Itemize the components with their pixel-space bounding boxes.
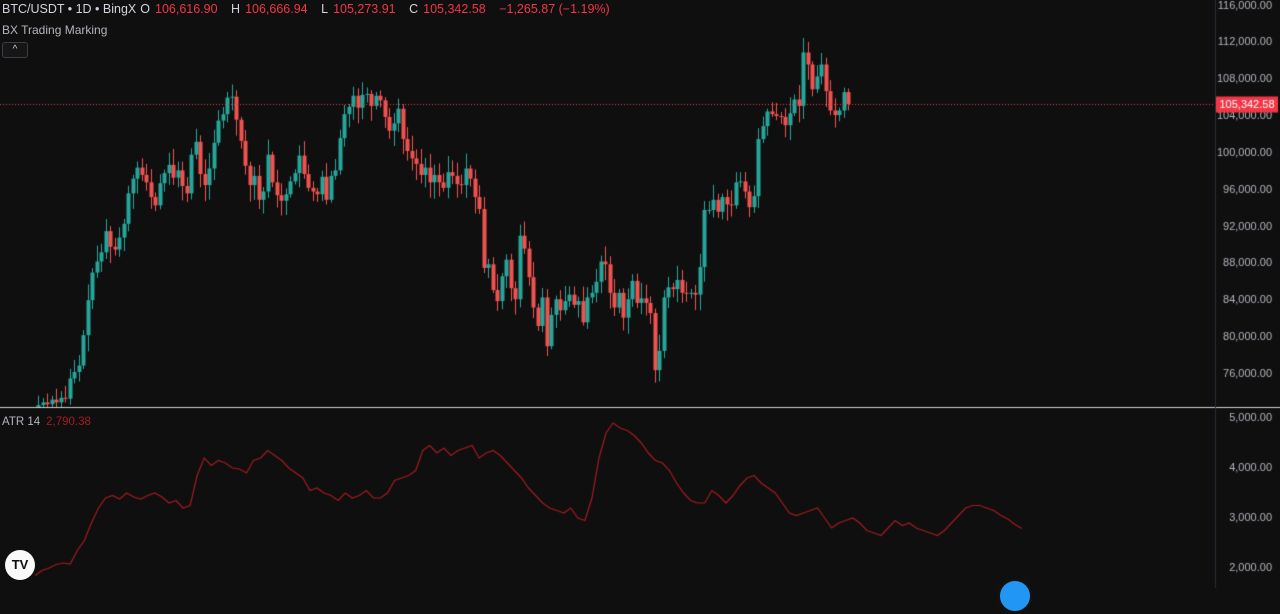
price-chart-canvas[interactable]: [0, 0, 1280, 588]
symbol-title[interactable]: BTC/USDT • 1D • BingX: [2, 2, 137, 16]
collapse-button[interactable]: ^: [2, 42, 28, 58]
indicator-name[interactable]: BX Trading Marking: [2, 23, 108, 37]
high-value: 106,666.94: [245, 2, 308, 16]
tradingview-logo[interactable]: TV: [5, 550, 35, 580]
chevron-up-icon: ^: [12, 44, 18, 55]
open-value: 106,616.90: [155, 2, 218, 16]
symbol-header: BTC/USDT • 1D • BingX O 106,616.90 H 106,6…: [2, 2, 615, 16]
open-label: O: [140, 2, 150, 16]
notification-bubble[interactable]: [997, 578, 1033, 614]
low-label: L: [321, 2, 329, 16]
low-value: 105,273.91: [333, 2, 396, 16]
ohlc-readout: O 106,616.90 H 106,666.94 L 105,273.91 C 105…: [140, 2, 614, 16]
close-value: 105,342.58: [423, 2, 486, 16]
change-value: −1,265.87 (−1.19%): [499, 2, 610, 16]
high-label: H: [231, 2, 241, 16]
atr-value: 2,790.38: [46, 416, 91, 428]
atr-name: ATR 14: [2, 416, 41, 428]
close-label: C: [409, 2, 419, 16]
atr-legend[interactable]: ATR 14 2,790.38: [2, 416, 91, 428]
